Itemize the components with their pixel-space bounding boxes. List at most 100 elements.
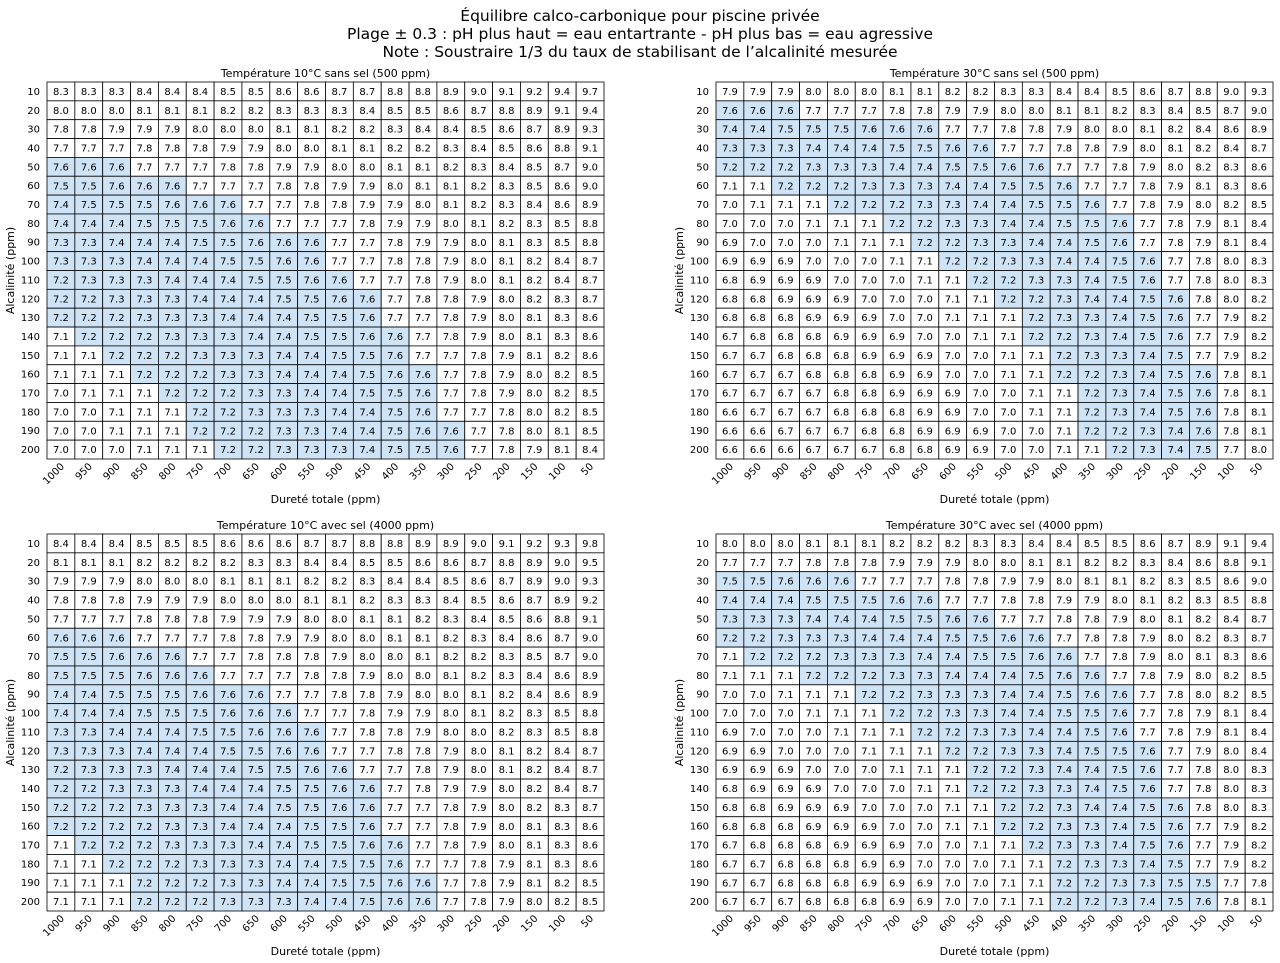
cell-value-label: 7.3 [81,238,97,249]
cell-value-label: 7.4 [331,389,347,400]
cell-value-label: 6.8 [722,294,738,305]
cell-value-label: 7.0 [889,276,905,287]
cell-value-label: 7.7 [1195,841,1211,852]
cell-value-label: 8.2 [164,558,180,569]
cell-value-label: 7.3 [220,841,236,852]
cell-value-label: 7.4 [1140,351,1156,362]
x-axis-label: Dureté totale (ppm) [271,493,381,506]
cell-value-label: 7.5 [304,294,320,305]
cell-value-label: 7.7 [248,671,264,682]
cell-value-label: 8.1 [1195,181,1211,192]
x-tick-label: 700 [213,913,234,934]
cell-value-label: 7.4 [276,859,292,870]
cell-value-label: 7.4 [220,784,236,795]
cell-value-label: 7.5 [304,841,320,852]
cell-value-label: 7.8 [137,614,153,625]
cell-value-label: 7.5 [1056,200,1072,211]
cell-value-label: 7.1 [833,690,849,701]
cell-value-label: 7.7 [1140,238,1156,249]
cell-value-label: 7.2 [806,181,822,192]
cell-value-label: 7.9 [1195,238,1211,249]
x-tick-label: 450 [1021,913,1042,934]
cell-value-label: 7.1 [806,690,822,701]
cell-value-label: 8.0 [1168,162,1184,173]
cell-value-label: 7.0 [81,426,97,437]
cell-value-label: 9.0 [554,558,570,569]
cell-value-label: 7.5 [248,746,264,757]
cell-value-label: 8.8 [1195,87,1211,98]
cell-value-label: 8.0 [1084,125,1100,136]
cell-value-label: 7.3 [973,219,989,230]
cell-value-label: 8.7 [471,558,487,569]
cell-value-label: 7.7 [443,859,459,870]
cell-value-label: 7.8 [359,709,375,720]
cell-value-label: 6.9 [778,257,794,268]
cell-value-label: 8.3 [415,596,431,607]
cell-value-label: 7.7 [1195,859,1211,870]
cell-value-label: 7.5 [81,200,97,211]
cell-value-label: 7.6 [1140,257,1156,268]
cell-value-label: 8.1 [1223,238,1239,249]
cell-value-label: 8.3 [359,577,375,588]
cell-value-label: 7.3 [53,238,69,249]
cell-value-label: 7.7 [276,671,292,682]
cell-value-label: 7.7 [415,332,431,343]
cell-value-label: 7.4 [1000,219,1016,230]
cell-value-label: 7.8 [53,125,69,136]
cell-value-label: 7.4 [778,596,794,607]
x-tick-label: 550 [296,913,317,934]
y-tick-label: 20 [27,106,40,117]
cell-value-label: 7.7 [81,144,97,155]
cell-value-label: 8.4 [53,539,69,550]
cell-value-label: 7.6 [220,709,236,720]
cell-value-label: 7.2 [164,859,180,870]
cell-value-label: 8.5 [359,558,375,569]
x-tick-label: 800 [826,461,847,482]
cell-value-label: 8.3 [499,181,515,192]
cell-value-label: 7.8 [359,728,375,739]
cell-value-label: 7.3 [973,238,989,249]
cell-value-label: 7.5 [387,426,403,437]
cell-value-label: 7.0 [889,313,905,324]
cell-value-label: 7.6 [1056,671,1072,682]
cell-value-label: 7.3 [778,144,794,155]
cell-value-label: 8.1 [192,106,208,117]
cell-value-label: 7.7 [304,219,320,230]
cell-value-label: 7.0 [833,765,849,776]
cell-value-label: 7.4 [53,219,69,230]
cell-value-label: 7.8 [304,200,320,211]
cell-value-label: 7.7 [443,897,459,908]
cell-value-label: 8.2 [889,539,905,550]
cell-value-label: 7.4 [220,765,236,776]
cell-value-label: 7.5 [331,878,347,889]
cell-value-label: 7.3 [833,162,849,173]
cell-value-label: 8.7 [526,125,542,136]
cell-value-label: 7.6 [889,125,905,136]
cell-value-label: 7.0 [973,859,989,870]
cell-value-label: 7.6 [53,162,69,173]
cell-value-label: 7.2 [945,746,961,757]
cell-value-label: 7.7 [1056,162,1072,173]
cell-value-label: 8.1 [331,144,347,155]
cell-value-label: 7.6 [331,276,347,287]
y-tick-label: 40 [696,595,709,606]
cell-value-label: 8.2 [499,728,515,739]
x-tick-label: 900 [770,461,791,482]
cell-value-label: 8.9 [415,539,431,550]
cell-value-label: 7.7 [889,577,905,588]
cell-value-label: 6.8 [722,276,738,287]
cell-value-label: 7.5 [917,614,933,625]
cell-value-label: 7.5 [973,162,989,173]
cell-value-label: 6.9 [861,841,877,852]
cell-value-label: 7.9 [499,897,515,908]
cell-value-label: 7.6 [359,784,375,795]
cell-value-label: 9.0 [1223,87,1239,98]
cell-value-label: 8.3 [973,539,989,550]
cell-value-label: 7.4 [1112,803,1128,814]
cell-value-label: 7.8 [359,219,375,230]
cell-value-label: 8.7 [582,276,598,287]
cell-value-label: 7.5 [1195,445,1211,456]
cell-value-label: 7.3 [917,690,933,701]
cell-value-label: 9.1 [1223,539,1239,550]
cell-value-label: 7.4 [304,897,320,908]
